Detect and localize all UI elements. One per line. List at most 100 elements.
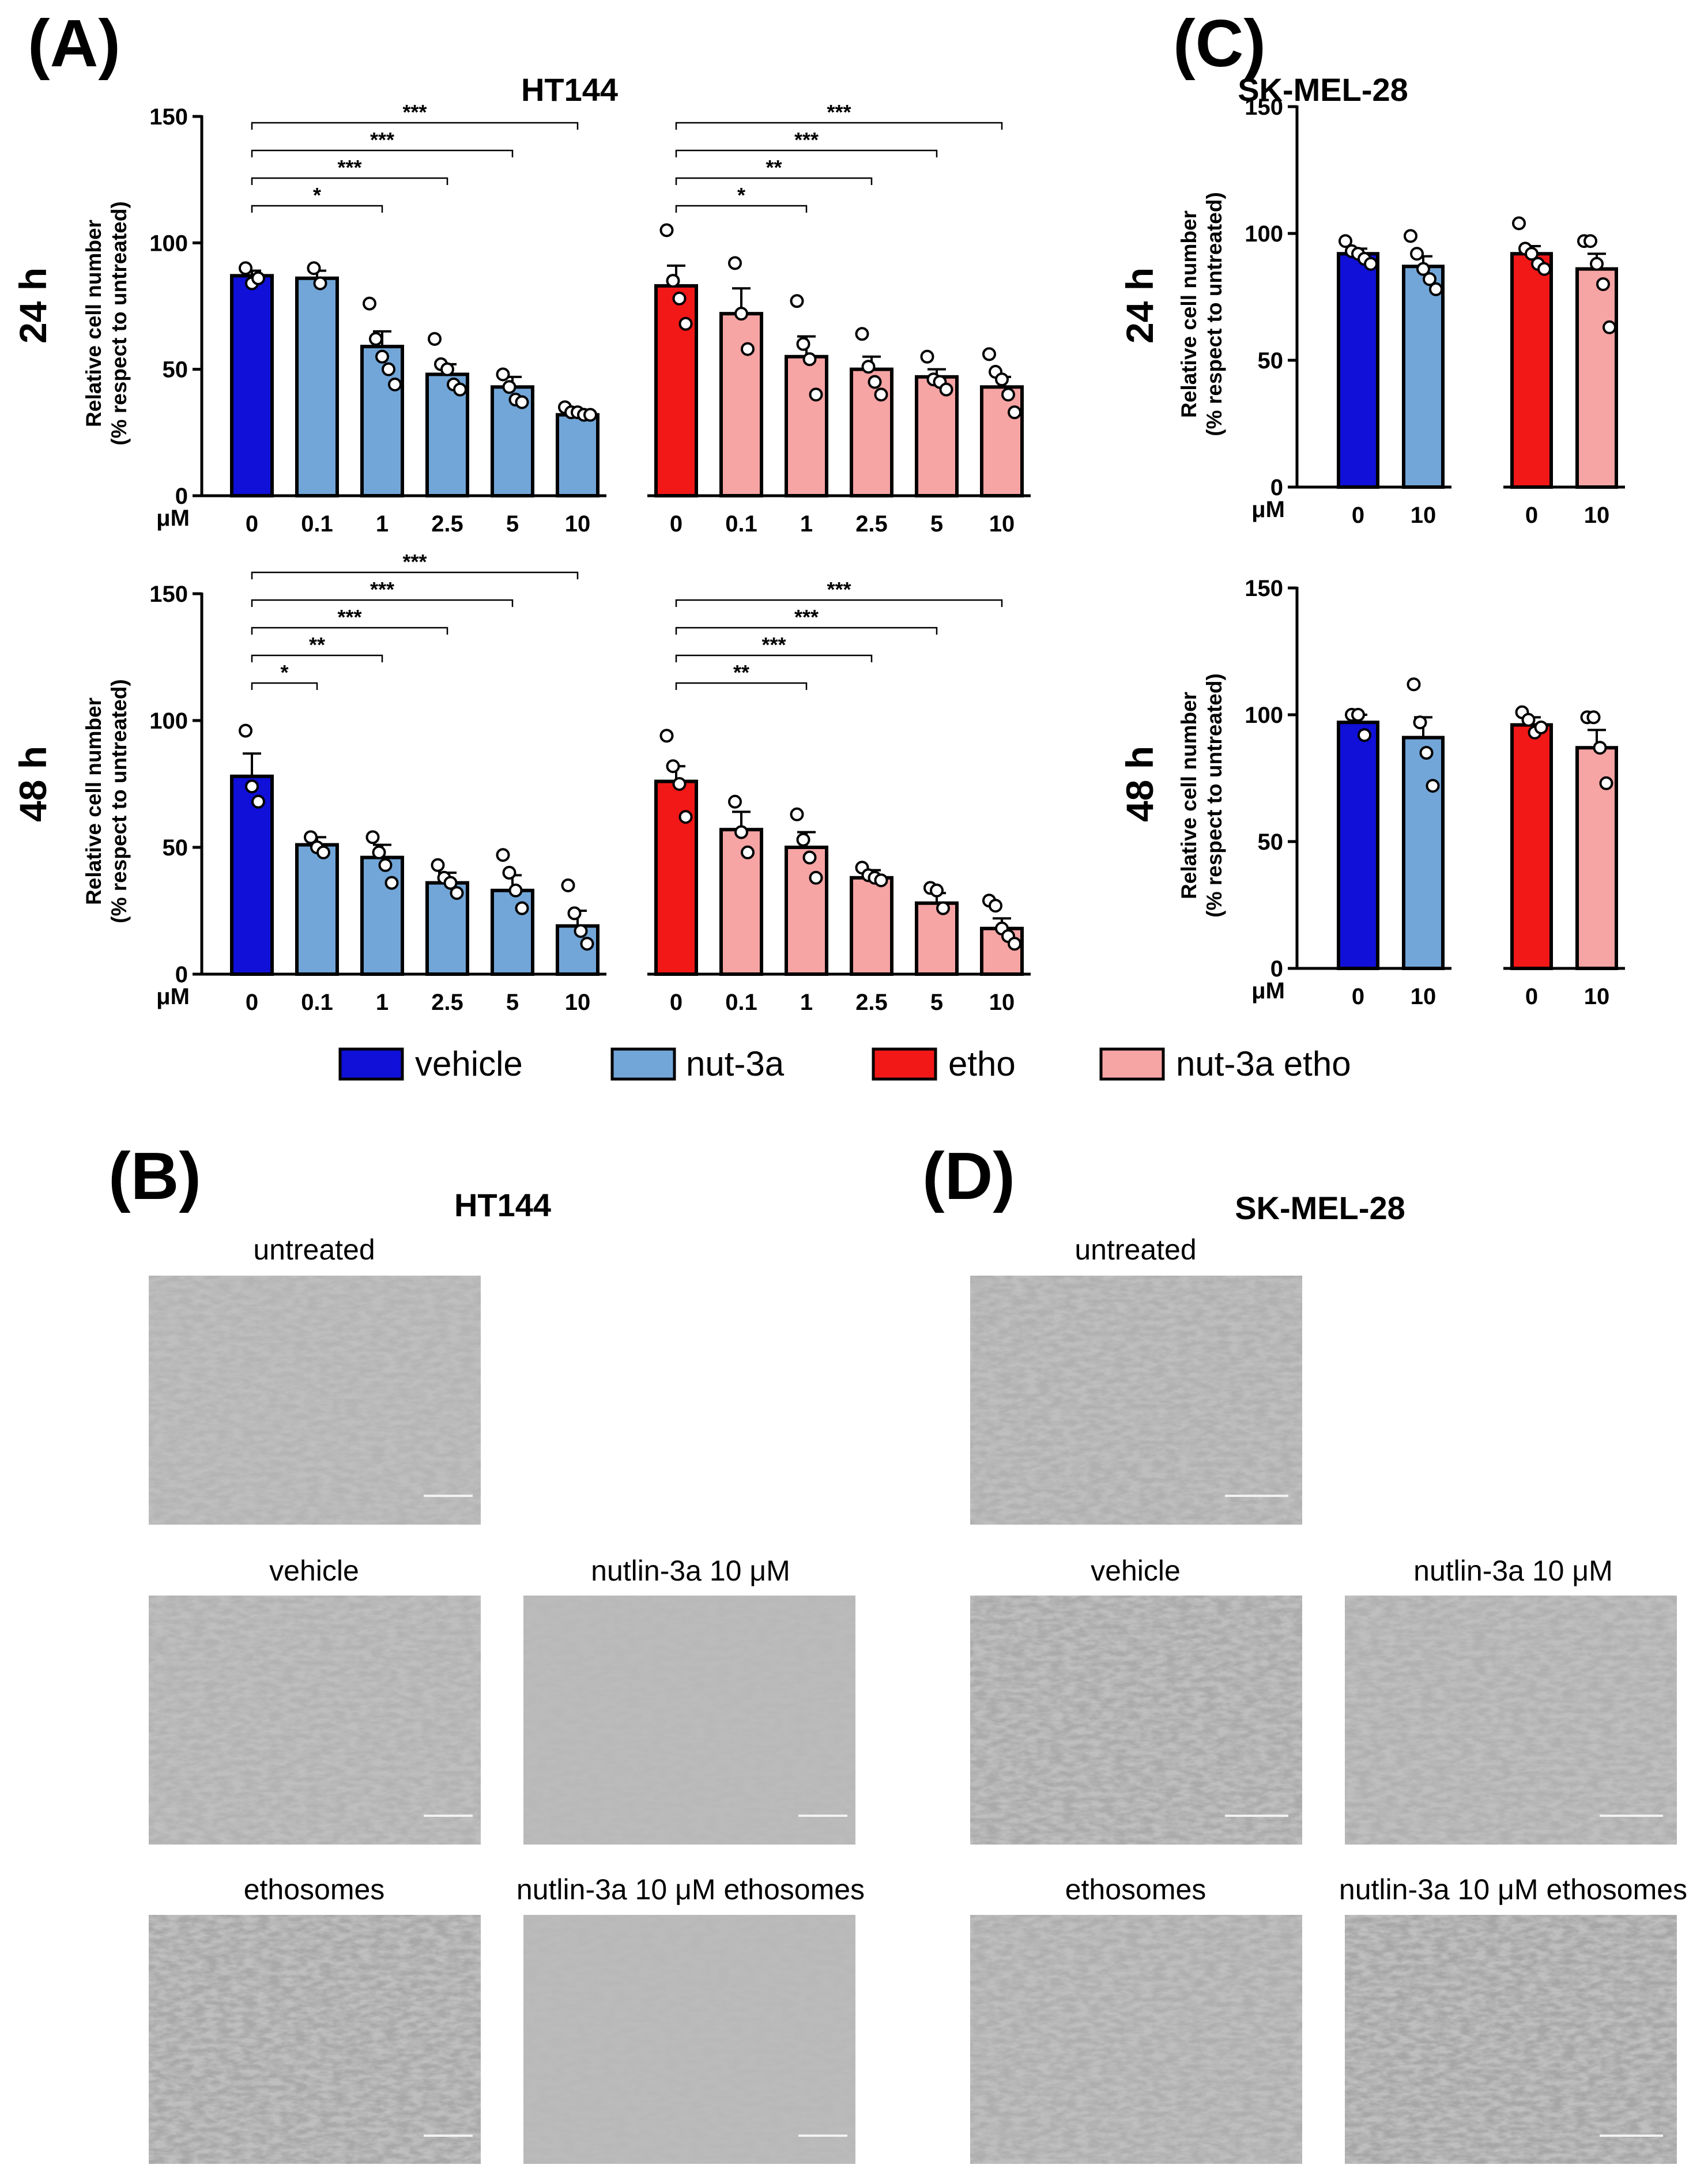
y-tick-label: 100	[149, 708, 188, 734]
data-point	[450, 886, 464, 900]
bar	[980, 926, 1024, 976]
significance-label: ***	[794, 128, 819, 152]
data-point	[1419, 746, 1434, 760]
x-tick-label: 10	[989, 511, 1015, 537]
panel-letter-b: (B)	[108, 1138, 201, 1213]
data-point	[995, 372, 1009, 387]
chart-title-ht144: HT144	[521, 71, 618, 108]
significance-label: ***	[337, 605, 361, 629]
y-tick-label: 100	[149, 231, 188, 256]
data-point	[1413, 715, 1427, 730]
bar	[654, 284, 698, 497]
data-point	[1426, 779, 1440, 793]
data-point	[1593, 741, 1607, 755]
significance-bracket	[251, 149, 514, 157]
x-tick-label: 0.1	[725, 511, 757, 537]
data-point	[741, 342, 755, 356]
data-point	[384, 876, 399, 890]
data-point	[443, 876, 458, 890]
legend-label-etho: etho	[948, 1044, 1016, 1083]
bar	[230, 274, 274, 497]
significance-label: **	[309, 633, 325, 657]
micrograph-label-d-ethosomes: ethosomes	[1065, 1873, 1206, 1906]
data-point	[1423, 272, 1436, 286]
data-point	[874, 387, 888, 402]
significance-label: ***	[402, 100, 427, 124]
significance-bracket	[251, 599, 514, 607]
data-point	[372, 845, 386, 859]
row-label-48h-c: 48 h	[1118, 746, 1161, 822]
significance-bracket	[675, 122, 1003, 130]
y-axis-label: (% respect to untreated)	[1202, 192, 1226, 436]
micrograph-label-d-nutlin-etho: nutlin-3a 10 μM ethosomes	[1339, 1873, 1687, 1906]
x-tick-label: 0	[246, 990, 258, 1015]
data-point	[1583, 234, 1597, 248]
significance-label: ***	[827, 578, 851, 601]
x-tick-label: 1	[800, 990, 813, 1015]
micrograph-b-nutlin-etho	[523, 1915, 855, 2164]
x-tick-label: 2.5	[431, 990, 463, 1015]
data-point	[1008, 937, 1021, 951]
x-tick-label: 5	[930, 511, 943, 537]
y-axis-label: Relative cell number	[82, 220, 105, 427]
legend-label-nut3a-etho: nut-3a etho	[1176, 1044, 1351, 1083]
y-tick-label: 100	[1245, 221, 1283, 247]
significance-label: *	[737, 183, 745, 207]
y-tick-label: 50	[163, 357, 188, 383]
data-point	[453, 382, 467, 397]
data-point	[868, 375, 882, 389]
y-tick-label: 50	[1258, 829, 1284, 855]
data-point	[1525, 247, 1539, 261]
data-point	[580, 937, 594, 951]
data-point	[313, 276, 327, 291]
data-point	[672, 777, 687, 791]
data-point	[1416, 262, 1430, 276]
significance-label: ***	[827, 100, 851, 124]
significance-bracket	[675, 149, 938, 157]
x-unit-label: μM	[1251, 497, 1285, 522]
legend: vehicle nut-3a etho nut-3a etho	[338, 1044, 1351, 1083]
y-tick-label: 50	[1258, 348, 1284, 374]
bar	[654, 779, 698, 976]
bar	[785, 355, 828, 497]
data-point	[809, 387, 823, 402]
data-point	[1008, 405, 1021, 420]
bar	[915, 901, 959, 976]
significance-bracket	[251, 177, 448, 185]
data-point	[678, 316, 693, 331]
x-tick-label: 0	[1352, 984, 1364, 1009]
y-tick-label: 50	[163, 835, 188, 861]
data-point	[790, 807, 804, 821]
y-tick-label: 0	[175, 484, 188, 509]
data-point	[567, 906, 582, 921]
x-tick-label: 10	[989, 990, 1015, 1015]
micrograph-title-ht144: HT144	[454, 1187, 551, 1223]
data-point	[1590, 257, 1604, 271]
data-point	[989, 899, 1002, 913]
data-point	[508, 883, 523, 897]
data-point	[365, 830, 380, 844]
bar	[360, 855, 404, 976]
row-label-24h-c: 24 h	[1118, 267, 1161, 344]
data-point	[1521, 712, 1536, 727]
x-tick-label: 10	[565, 990, 591, 1015]
bar	[1337, 721, 1379, 970]
bar	[1337, 252, 1379, 489]
data-point	[502, 866, 516, 880]
legend-label-nut3a: nut-3a	[686, 1044, 785, 1083]
data-point	[239, 723, 252, 738]
bar	[1402, 265, 1445, 489]
significance-bracket	[251, 571, 579, 579]
data-point	[678, 810, 693, 824]
significance-label: ***	[337, 156, 361, 179]
x-tick-label: 2.5	[431, 511, 463, 537]
micrograph-label-b-nutlin: nutlin-3a 10 μM	[591, 1555, 790, 1587]
micrograph-d-untreated	[970, 1276, 1302, 1525]
data-point	[796, 832, 810, 847]
significance-bracket	[251, 654, 383, 662]
data-point	[1537, 262, 1551, 276]
bar	[980, 385, 1024, 498]
significance-label: **	[733, 661, 749, 684]
